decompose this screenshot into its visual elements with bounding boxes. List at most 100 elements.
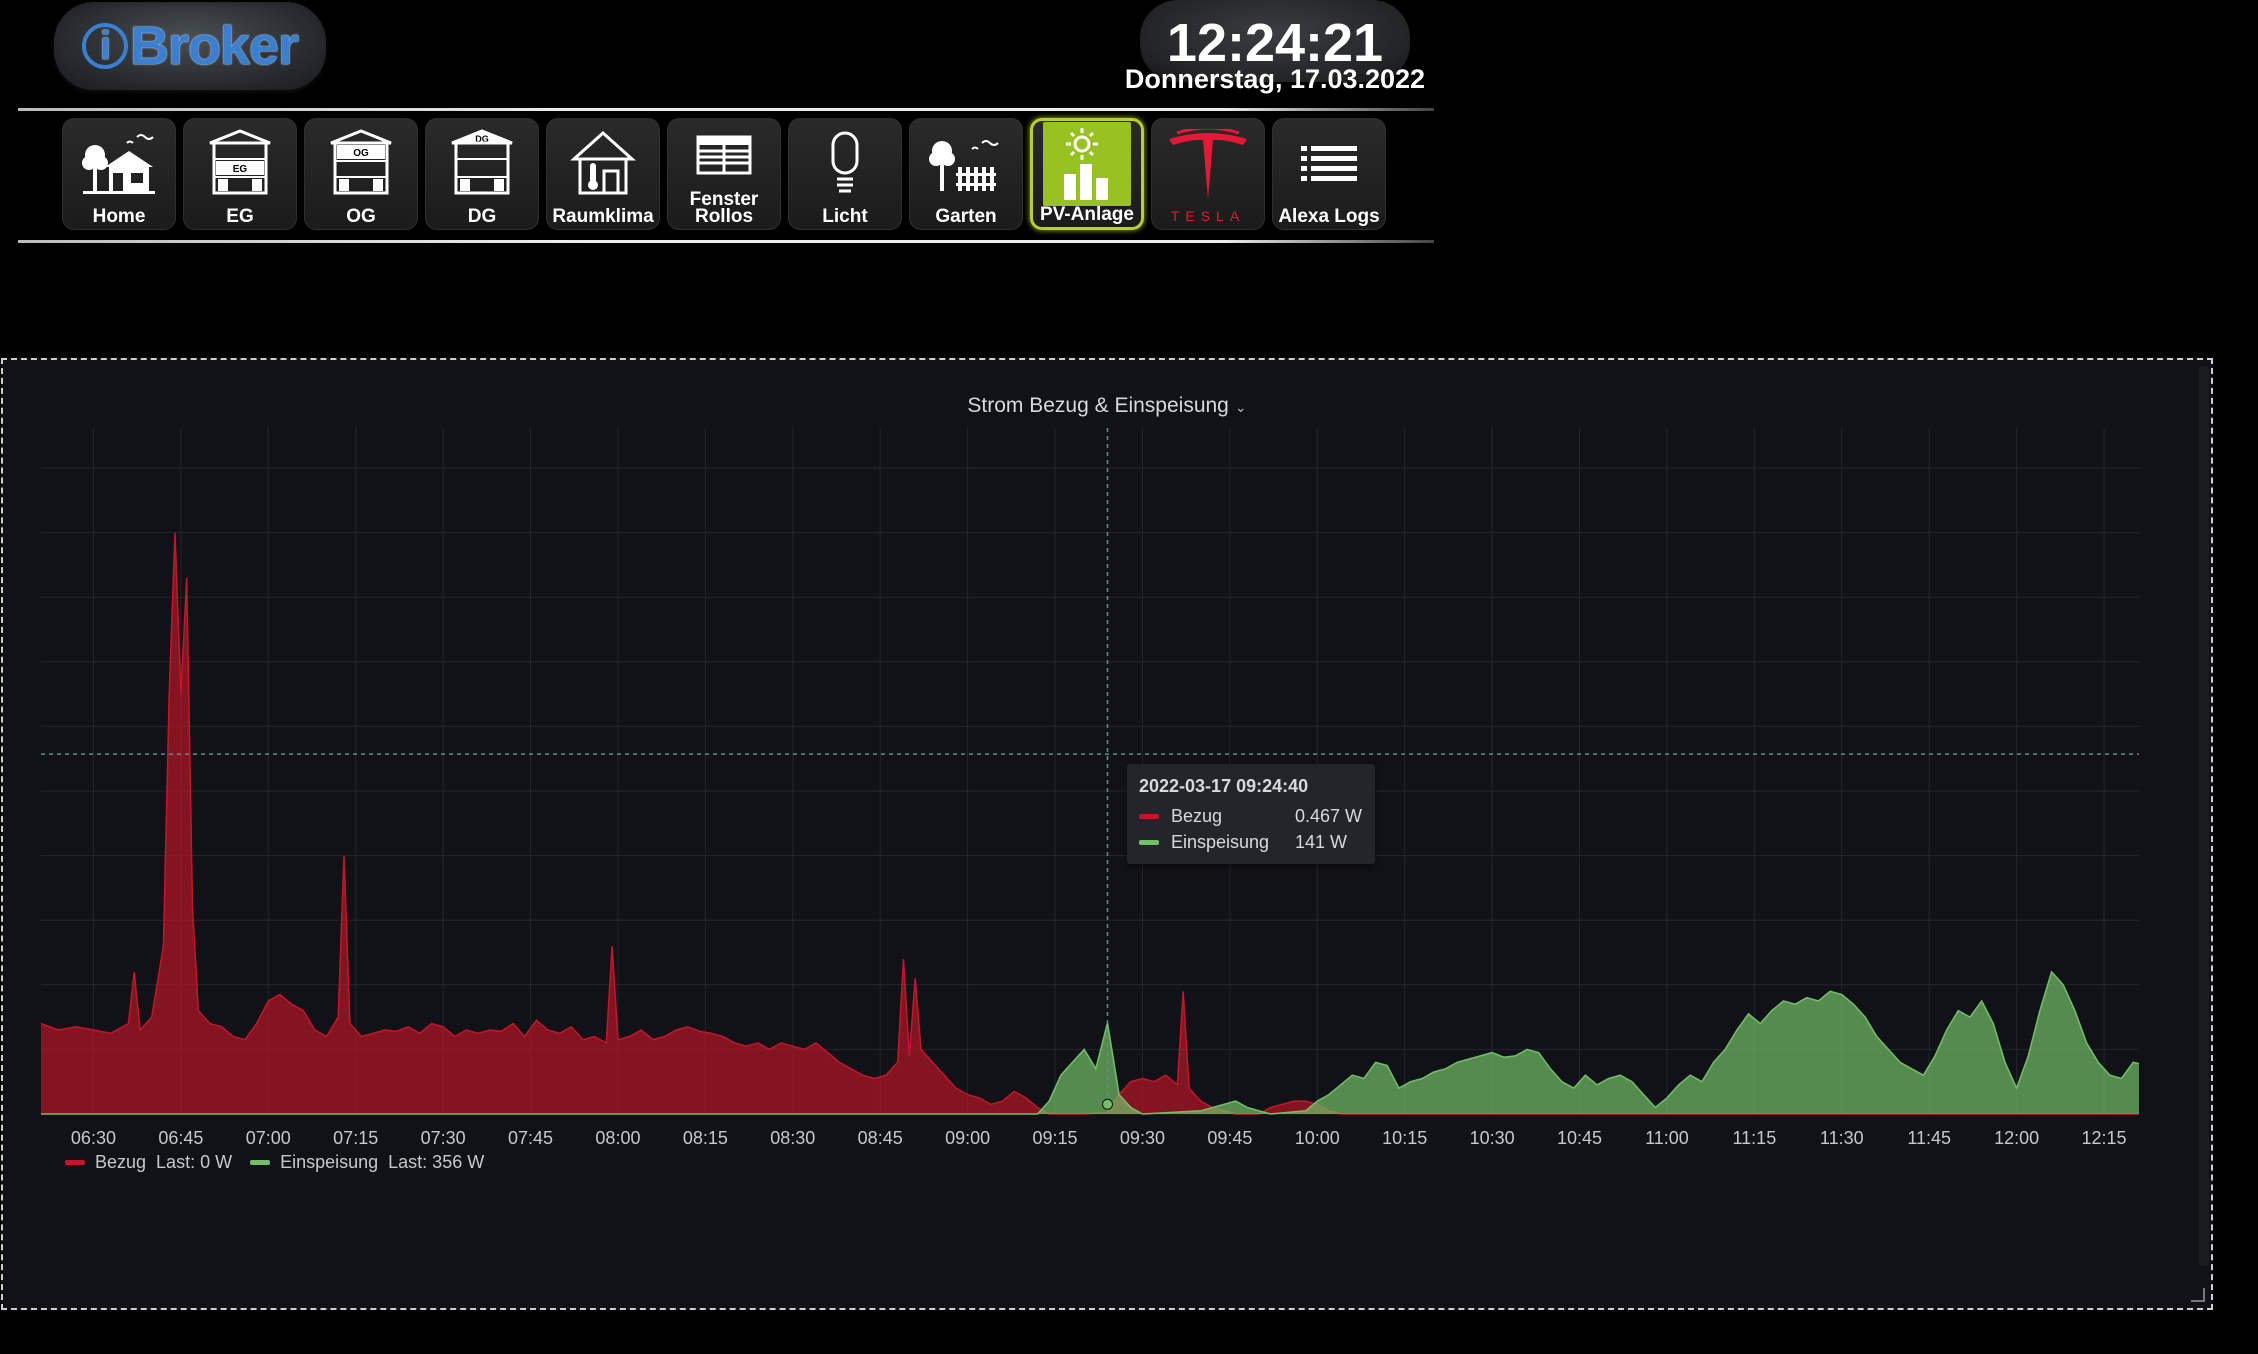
solar-chart-icon [1064,127,1108,200]
legend-item-einspeisung[interactable]: Einspeisung Last: 356 W [250,1152,484,1173]
light-bulb-icon [831,131,859,192]
legend-bezug-label: Bezug [95,1152,147,1172]
series-line-einspeisung [41,970,2140,1115]
nav-og-label: OG [346,206,376,227]
nav-tesla-label: TESLA [1170,208,1246,224]
x-tick-label-12: 09:30 [1120,1128,1165,1148]
floor-og-icon: OG [330,128,392,194]
nav-garten-label: Garten [935,206,997,227]
eg-badge: EG [233,164,248,175]
nav-pv-anlage-label: PV-Anlage [1040,204,1134,225]
tooltip-einspeisung-name: Einspeisung [1171,831,1270,852]
series-area-bezug [41,532,2139,1114]
nav-licht-button[interactable]: Licht [788,118,902,230]
x-tick-label-22: 12:00 [1994,1128,2039,1148]
panel-scrollbar[interactable] [2199,366,2209,1266]
chart-crosshair [41,428,2139,1114]
x-tick-label-8: 08:30 [770,1128,815,1148]
x-tick-label-14: 10:00 [1295,1128,1340,1148]
window-shutter-icon [696,135,752,175]
x-tick-label-20: 11:30 [1820,1128,1864,1148]
logo-letter: i [81,23,128,69]
nav-licht-label: Licht [822,206,868,227]
x-tick-label-0: 06:30 [71,1128,116,1148]
crosshair-point [1101,1098,1113,1110]
iobroker-logo: i Broker [54,2,326,90]
legend-einspeisung-swatch [250,1160,271,1165]
tooltip-einspeisung-value: 141 W [1295,831,1348,852]
chart-x-ticks: 06:30 06:45 07:00 07:15 07:30 07:45 08:00 08:15… [71,1128,2127,1148]
clock-time: 12:24:21 [1166,13,1384,73]
list-icon [1301,145,1357,181]
og-badge: OG [353,148,369,159]
x-tick-label-17: 10:45 [1557,1128,1602,1148]
thermometer-house-icon [570,130,636,194]
chevron-down-icon[interactable]: ⌄ [1234,399,1247,415]
chart-legend: Bezug Last: 0 W Einspeisung Last: 356 W [65,1152,484,1173]
x-tick-label-1: 06:45 [158,1128,203,1148]
main-nav: Home EG EG OG [62,118,1386,230]
x-tick-label-15: 10:15 [1382,1128,1427,1148]
legend-bezug-last: Last: 0 W [156,1152,233,1172]
chart-tooltip: 2022-03-17 09:24:40 Bezug 0.467 W Einspe… [1127,764,1375,864]
nav-garten-button[interactable]: Garten [909,118,1023,230]
nav-fenster-rollos-label: Fenster Rollos [689,189,759,227]
x-tick-label-13: 09:45 [1207,1128,1252,1148]
tooltip-row-bezug: Bezug 0.467 W [1139,803,1363,829]
x-tick-label-16: 10:30 [1470,1128,1515,1148]
nav-pv-anlage-button[interactable]: PV-Anlage [1030,118,1144,230]
nav-raumklima-label: Raumklima [552,206,654,227]
dg-badge: DG [475,134,489,144]
legend-einspeisung-label: Einspeisung [280,1152,379,1172]
x-tick-label-10: 09:00 [945,1128,990,1148]
x-tick-label-23: 12:15 [2082,1128,2127,1148]
floor-eg-icon: EG [209,128,271,194]
x-tick-label-3: 07:15 [333,1128,378,1148]
nav-fenster-rollos-button[interactable]: Fenster Rollos [667,118,781,230]
nav-eg-button[interactable]: EG EG [183,118,297,230]
tooltip-einspeisung-swatch [1139,839,1159,845]
x-tick-label-9: 08:45 [858,1128,903,1148]
floor-dg-icon: DG [451,128,513,194]
tesla-logo-icon [1169,128,1247,199]
x-tick-label-19: 11:15 [1733,1128,1777,1148]
legend-einspeisung-last: Last: 356 W [388,1152,485,1172]
x-tick-label-6: 08:00 [595,1128,640,1148]
chart-series [40,532,2140,1115]
x-tick-label-7: 08:15 [683,1128,728,1148]
tooltip-bezug-name: Bezug [1171,805,1223,826]
nav-alexa-logs-button[interactable]: Alexa Logs [1272,118,1386,230]
nav-tesla-button[interactable]: TESLA [1151,118,1265,230]
x-tick-label-18: 11:00 [1645,1128,1689,1148]
nav-divider-bottom [18,240,1434,243]
tooltip-row-einspeisung: Einspeisung 141 W [1139,829,1363,855]
nav-home-button[interactable]: Home [62,118,176,230]
x-tick-label-5: 07:45 [508,1128,553,1148]
nav-raumklima-button[interactable]: Raumklima [546,118,660,230]
power-chart[interactable]: 06:30 06:45 07:00 07:15 07:30 07:45 08:00 08:15… [3,360,2211,1308]
logo-text: Broker [129,16,299,76]
x-tick-label-4: 07:30 [421,1128,466,1148]
nav-og-button[interactable]: OG OG [304,118,418,230]
tooltip-time: 2022-03-17 09:24:40 [1139,776,1309,796]
nav-alexa-logs-label: Alexa Logs [1278,206,1380,227]
panel-resize-handle[interactable] [2191,1288,2205,1302]
panel-title[interactable]: Strom Bezug & Einspeisung ⌄ [3,394,2211,418]
series-line-bezug [40,532,2139,1115]
nav-home-label: Home [92,206,146,227]
series-area-einspeisung [41,971,2139,1114]
legend-item-bezug[interactable]: Bezug Last: 0 W [65,1152,232,1173]
nav-dg-button[interactable]: DG DG [425,118,539,230]
nav-dg-label: DG [467,206,497,227]
clock-background [1140,0,1410,82]
x-tick-label-2: 07:00 [246,1128,291,1148]
house-tree-icon [82,133,155,194]
nav-eg-label: EG [226,206,254,227]
x-tick-label-21: 11:45 [1907,1128,1951,1148]
clock-date: Donnerstag, 17.03.2022 [1124,64,1426,94]
panel-title-text: Strom Bezug & Einspeisung [967,394,1229,417]
x-tick-label-11: 09:15 [1033,1128,1078,1148]
tooltip-bezug-value: 0.467 W [1295,805,1363,826]
garden-fence-icon [929,139,999,191]
legend-bezug-swatch [65,1160,85,1165]
